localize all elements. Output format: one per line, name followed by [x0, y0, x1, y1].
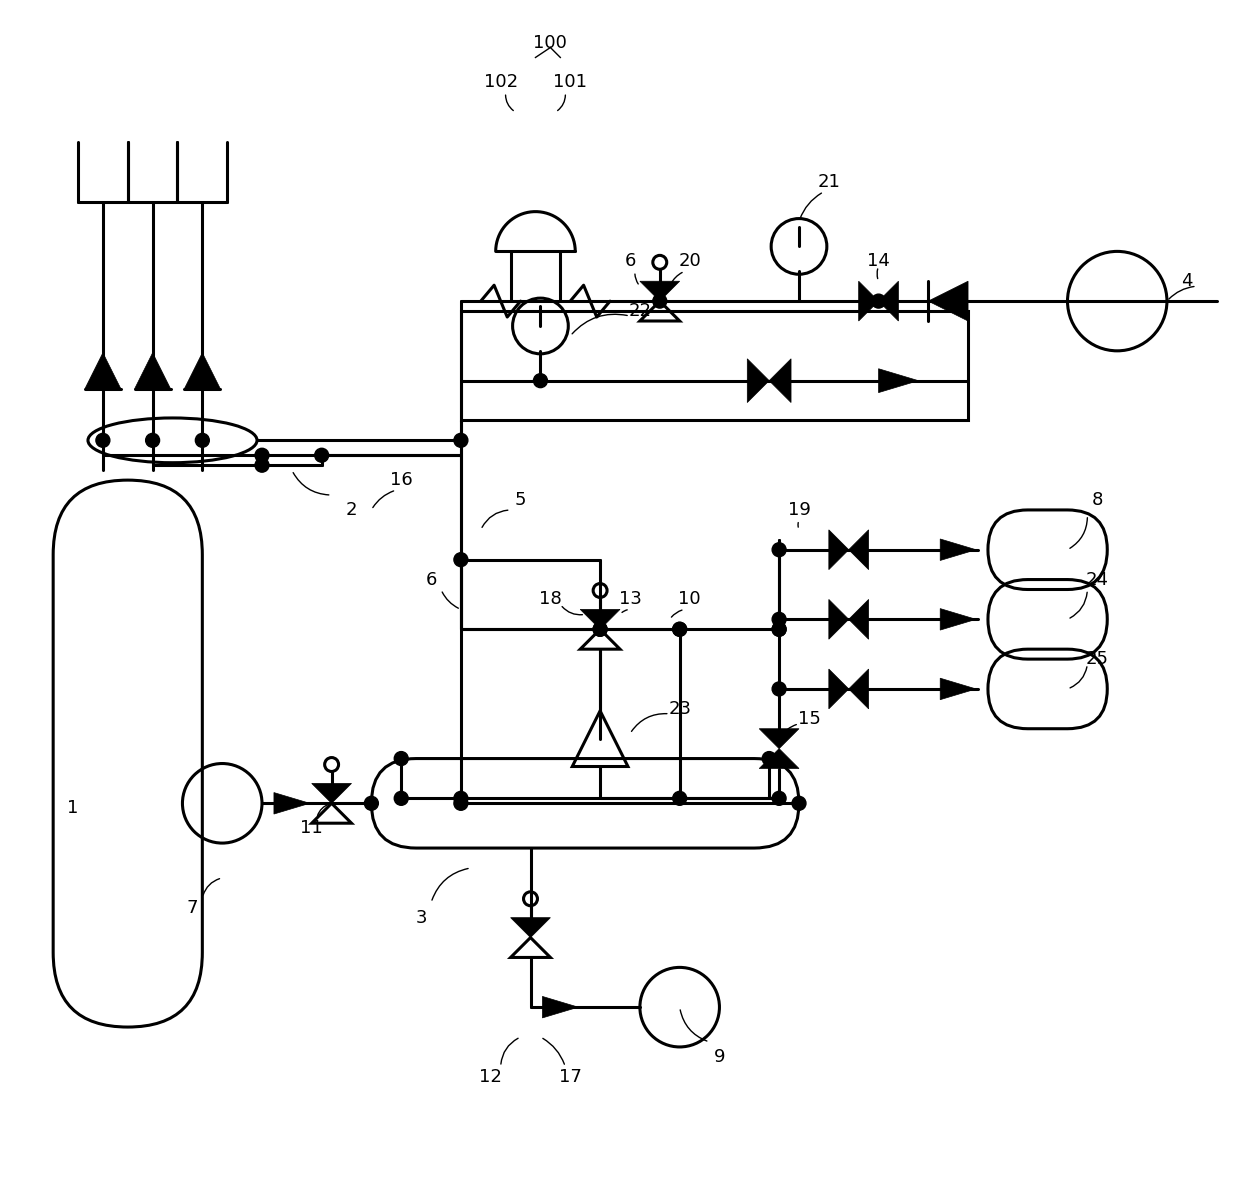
Text: 8: 8 [1091, 490, 1104, 509]
Text: 17: 17 [559, 1068, 582, 1086]
Polygon shape [640, 282, 680, 301]
Circle shape [792, 796, 806, 810]
Polygon shape [879, 369, 919, 393]
Circle shape [454, 553, 467, 567]
Circle shape [773, 542, 786, 556]
Text: 21: 21 [817, 173, 841, 191]
Polygon shape [511, 917, 551, 937]
Circle shape [872, 294, 885, 308]
Circle shape [673, 791, 687, 805]
Circle shape [196, 434, 210, 447]
Text: 11: 11 [300, 819, 324, 837]
Text: 14: 14 [867, 252, 890, 270]
Circle shape [255, 448, 269, 462]
Polygon shape [879, 282, 899, 321]
Polygon shape [748, 358, 769, 402]
Polygon shape [940, 608, 976, 630]
Polygon shape [274, 792, 310, 814]
Polygon shape [185, 353, 221, 389]
Polygon shape [311, 783, 351, 803]
Circle shape [593, 623, 608, 637]
Text: 10: 10 [678, 591, 701, 608]
Circle shape [652, 294, 667, 308]
Text: 18: 18 [539, 591, 562, 608]
Polygon shape [858, 282, 879, 321]
Circle shape [365, 796, 378, 810]
Text: 15: 15 [797, 710, 821, 727]
Polygon shape [940, 678, 976, 699]
Circle shape [593, 623, 608, 637]
Text: 6: 6 [624, 252, 636, 270]
Polygon shape [135, 353, 171, 389]
Text: 100: 100 [533, 33, 568, 52]
Text: 1: 1 [67, 799, 79, 817]
Polygon shape [580, 610, 620, 630]
Polygon shape [848, 668, 868, 709]
Polygon shape [86, 353, 120, 389]
Text: 12: 12 [480, 1068, 502, 1086]
Text: 23: 23 [668, 700, 691, 718]
Text: 9: 9 [714, 1048, 725, 1066]
Polygon shape [769, 358, 791, 402]
Text: 2: 2 [346, 501, 357, 519]
Polygon shape [929, 282, 968, 321]
Text: 20: 20 [678, 252, 701, 270]
Text: 25: 25 [1086, 650, 1109, 668]
Text: 3: 3 [415, 909, 427, 927]
Circle shape [763, 751, 776, 765]
Circle shape [773, 791, 786, 805]
Text: 7: 7 [187, 898, 198, 917]
Circle shape [773, 681, 786, 696]
Text: 5: 5 [515, 490, 526, 509]
Circle shape [255, 459, 269, 472]
Polygon shape [828, 668, 848, 709]
Polygon shape [542, 996, 578, 1017]
Circle shape [673, 623, 687, 637]
Text: 13: 13 [619, 591, 641, 608]
Polygon shape [848, 599, 868, 639]
Text: 24: 24 [1086, 571, 1109, 588]
Text: 101: 101 [553, 73, 588, 91]
Circle shape [773, 612, 786, 626]
Circle shape [773, 623, 786, 637]
Text: 6: 6 [425, 571, 436, 588]
Circle shape [773, 623, 786, 637]
Bar [461, 311, 968, 421]
Circle shape [673, 623, 687, 637]
Circle shape [394, 791, 408, 805]
Circle shape [95, 434, 110, 447]
Polygon shape [759, 729, 799, 749]
Polygon shape [828, 529, 848, 569]
Circle shape [315, 448, 329, 462]
Circle shape [454, 796, 467, 810]
Circle shape [454, 791, 467, 805]
Text: 19: 19 [787, 501, 811, 519]
Text: 4: 4 [1180, 272, 1193, 290]
Text: 22: 22 [629, 302, 651, 320]
Text: 16: 16 [389, 472, 413, 489]
Circle shape [394, 751, 408, 765]
Circle shape [145, 434, 160, 447]
Circle shape [454, 434, 467, 447]
Polygon shape [759, 749, 799, 769]
Polygon shape [940, 539, 976, 560]
Polygon shape [828, 599, 848, 639]
Text: 102: 102 [484, 73, 518, 91]
Circle shape [533, 374, 547, 388]
Polygon shape [848, 529, 868, 569]
